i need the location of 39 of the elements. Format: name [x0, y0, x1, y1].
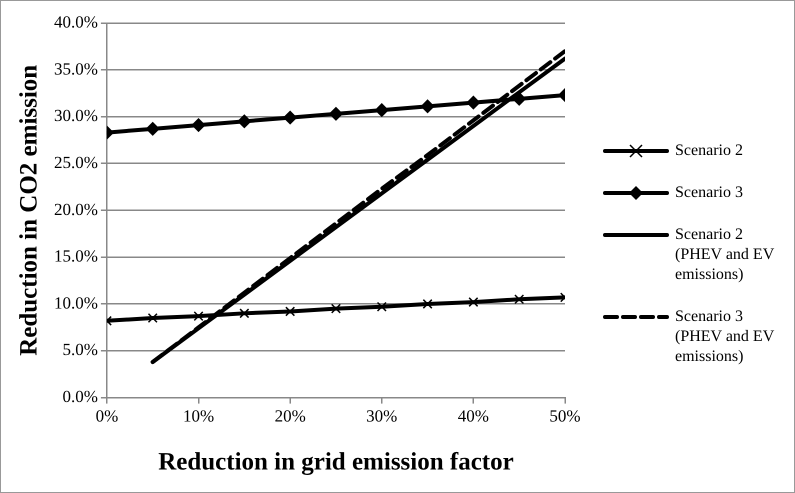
point: [148, 313, 158, 323]
y-tick-label: 40.0%: [54, 12, 98, 32]
x-tick-label: 30%: [366, 406, 398, 426]
point: [238, 114, 252, 128]
point: [285, 306, 296, 316]
legend-label: Scenario 3: [675, 183, 744, 203]
x-tick-label: 50%: [549, 406, 581, 426]
point: [146, 122, 160, 136]
point: [512, 92, 526, 106]
point: [468, 297, 478, 308]
legend-label: Scenario 2 (PHEV and EV emissions): [675, 225, 776, 285]
point: [192, 118, 206, 132]
point: [420, 100, 434, 114]
point: [466, 96, 480, 110]
y-tick-label: 20.0%: [54, 200, 98, 219]
x-tick-label: 0%: [96, 406, 118, 426]
point: [376, 302, 387, 312]
y-tick-label: 0.0%: [62, 387, 98, 406]
point: [283, 110, 297, 124]
y-tick-label: 30.0%: [54, 106, 98, 126]
y-tick-label: 15.0%: [54, 246, 98, 266]
x-tick-label: 20%: [274, 406, 306, 426]
point: [330, 304, 341, 314]
y-tick-label: 25.0%: [54, 152, 98, 172]
point: [422, 298, 433, 309]
y-tick-label: 5.0%: [62, 340, 98, 360]
legend-label: Scenario 3 (PHEV and EV emissions): [675, 307, 776, 367]
point: [329, 107, 343, 121]
x-tick-label: 10%: [182, 406, 214, 426]
x-tick-label: 40%: [458, 406, 489, 426]
y-tick-label: 10.0%: [54, 293, 98, 312]
x-axis-title: Reduction in grid emission factor: [158, 448, 514, 476]
legend-label: Scenario 2: [675, 141, 744, 161]
point: [514, 294, 524, 304]
point: [375, 103, 389, 117]
point: [194, 311, 204, 322]
y-tick-label: 35.0%: [54, 59, 98, 78]
y-axis-title: Reduction in CO2 emission: [15, 64, 42, 356]
point: [239, 308, 250, 318]
